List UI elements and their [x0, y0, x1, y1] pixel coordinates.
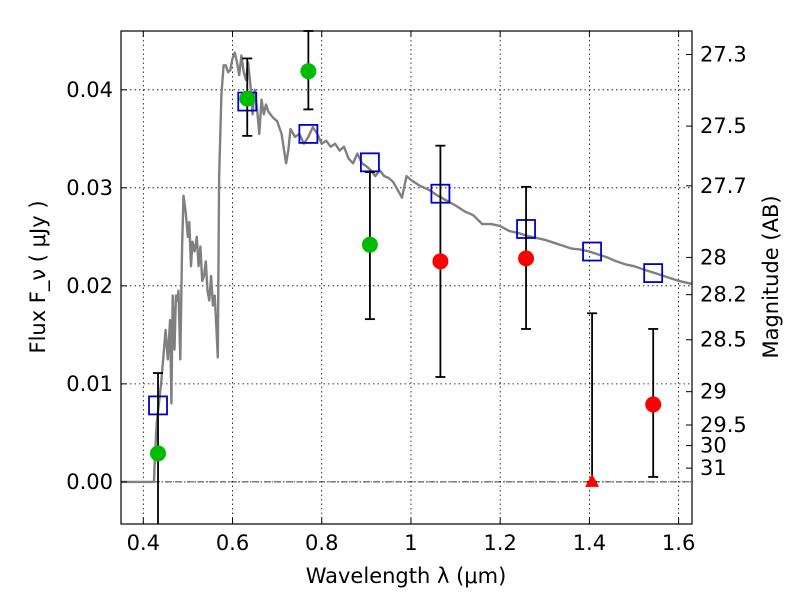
right-tick-label: 28: [700, 245, 727, 269]
x-tick-label: 0.6: [216, 531, 249, 555]
green-flux-point: [150, 445, 167, 462]
model-flux-square: [643, 263, 664, 283]
green-flux-point: [239, 90, 256, 107]
y-tick-label: 0.00: [66, 470, 113, 494]
right-axis-title: Magnitude (AB): [759, 195, 783, 358]
data-layer: [121, 51, 692, 484]
right-tick-label: 27.5: [700, 114, 747, 138]
green-flux-point: [300, 63, 317, 80]
right-tick-label: 28.2: [700, 283, 747, 307]
y-tick-label: 0.01: [66, 372, 113, 396]
plot-frame: [120, 30, 693, 525]
red-flux-point: [432, 253, 449, 270]
right-tick-label: 29: [700, 380, 727, 404]
upper-limit-triangle: [585, 473, 600, 487]
x-tick-label: 1.6: [662, 531, 695, 555]
red-flux-point: [518, 250, 535, 267]
right-tick-label: 31: [700, 456, 727, 480]
plot-background: [121, 31, 692, 524]
template-spectrum-line: [121, 51, 692, 484]
x-tick-label: 1.2: [483, 531, 516, 555]
y-tick-label: 0.04: [66, 78, 113, 102]
green-flux-point: [361, 236, 378, 253]
x-tick-label: 0.4: [127, 531, 160, 555]
marker-layer: [148, 30, 664, 524]
y-axis-title: Flux F_ν ( μJy ): [26, 200, 51, 353]
model-flux-square: [582, 241, 602, 262]
x-axis-title: Wavelength λ (μm): [306, 564, 507, 588]
model-flux-square: [298, 124, 319, 144]
tick-marks: [121, 31, 692, 524]
right-tick-label: 28.5: [700, 328, 747, 352]
x-tick-label: 1: [404, 531, 417, 555]
right-tick-label: 29.5: [700, 413, 747, 437]
y-tick-label: 0.03: [66, 176, 113, 200]
x-tick-label: 1.4: [573, 531, 606, 555]
right-tick-label: 27.7: [700, 174, 747, 198]
right-tick-label: 30: [700, 434, 727, 458]
tick-labels: 0.4 0.6 0.8 1 1.2 1.4 1.6 0.00 0.01 0.02 0.03 0.04 2…: [66, 43, 747, 555]
x-tick-label: 0.8: [305, 531, 338, 555]
right-tick-label: 27.3: [700, 43, 747, 67]
y-tick-label: 0.02: [66, 274, 113, 298]
red-flux-point: [645, 396, 662, 413]
grid-lines: [121, 31, 692, 524]
